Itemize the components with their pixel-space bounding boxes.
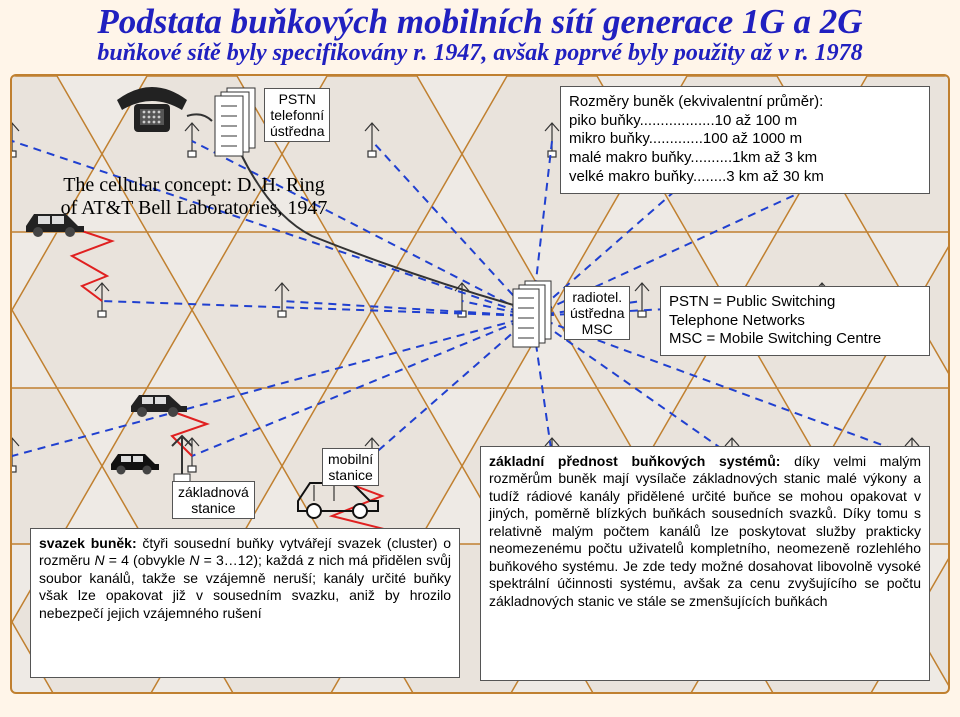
pstn-switch-icon <box>207 84 267 162</box>
car-icon <box>127 386 191 418</box>
car-icon <box>22 204 88 238</box>
car-icon <box>107 446 163 476</box>
msc-label: radiotel. ústředna MSC <box>564 286 630 340</box>
cluster-text-box: svazek buněk: čtyři sousední buňky vytvá… <box>30 528 460 678</box>
pstn-label: PSTN telefonní ústředna <box>264 88 330 142</box>
msc-switch-icon <box>507 278 563 352</box>
cell-dimensions-row-0: piko buňky..................10 až 100 m <box>569 112 921 131</box>
advantage-text-box: základní přednost buňkových systémů: dík… <box>480 446 930 681</box>
ms-label: mobilní stanice <box>322 448 379 486</box>
cell-dimensions-row-1: mikro buňky.............100 až 1000 m <box>569 130 921 149</box>
cell-dimensions-box: Rozměry buněk (ekvivalentní průměr): pik… <box>560 86 930 194</box>
abbr-box: PSTN = Public Switching Telephone Networ… <box>660 286 930 356</box>
attribution-line1: The cellular concept: D. H. Ring <box>24 174 364 197</box>
bs-label: základnová stanice <box>172 481 255 519</box>
diagram-stage: PSTN telefonní ústředna The cellular con… <box>10 74 950 694</box>
cell-dimensions-title: Rozměry buněk (ekvivalentní průměr): <box>569 93 921 112</box>
page-title: Podstata buňkových mobilních sítí genera… <box>0 0 960 41</box>
page-subtitle: buňkové sítě byly specifikovány r. 1947,… <box>0 41 960 70</box>
rotary-phone-icon <box>112 82 192 137</box>
cell-dimensions-row-3: velké makro buňky........3 km až 30 km <box>569 168 921 187</box>
cell-dimensions-row-2: malé makro buňky..........1km až 3 km <box>569 149 921 168</box>
